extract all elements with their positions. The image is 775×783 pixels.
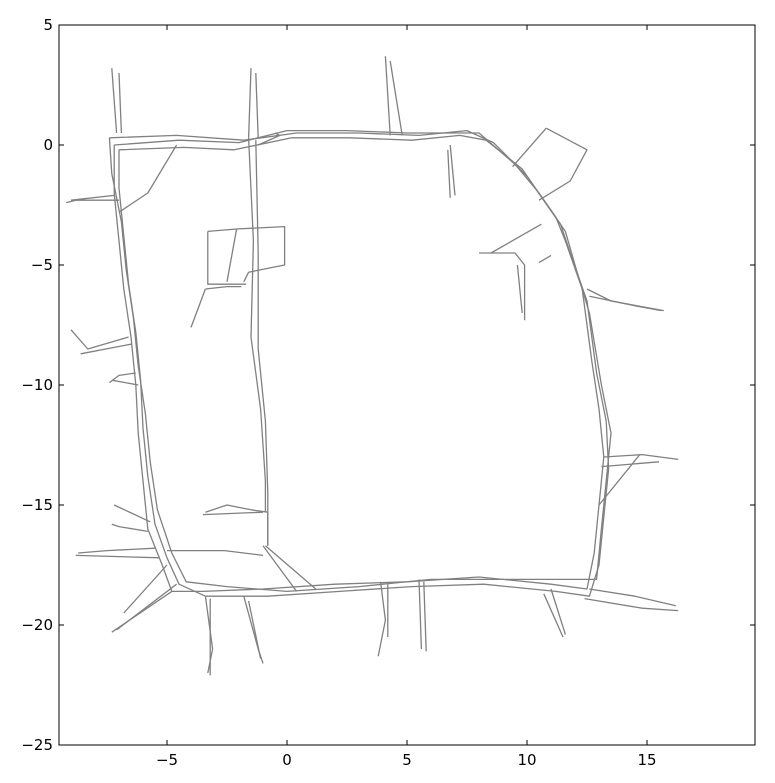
trajectory-segment-14 <box>490 223 542 254</box>
x-tick-label: 15 <box>637 751 656 769</box>
trajectory-segment-58 <box>257 132 281 146</box>
trajectory-segment-37 <box>111 523 148 533</box>
trajectory-segment-45 <box>118 144 178 213</box>
x-tick-label: −5 <box>156 751 178 769</box>
trajectory-segment-57 <box>255 140 269 546</box>
y-tick-label: −25 <box>21 736 53 754</box>
y-tick-label: −20 <box>21 616 53 634</box>
trajectory-segment-39 <box>111 379 139 386</box>
trajectory-segment-52 <box>202 511 264 516</box>
trajectory-segment-11 <box>479 252 526 321</box>
trajectory-segment-21 <box>584 597 679 612</box>
trajectory-segment-23 <box>550 588 567 635</box>
trajectory-segment-20 <box>589 588 676 607</box>
trajectory-segment-8 <box>389 60 403 136</box>
trajectory-segment-18 <box>601 461 660 468</box>
y-axis: 5 0 −5 −10 −15 −20 −25 <box>21 16 755 754</box>
trajectory-segment-5 <box>247 68 252 138</box>
trajectory-segment-49 <box>190 288 207 328</box>
trajectory-segment-44 <box>70 194 115 201</box>
trajectory-segment-19 <box>598 454 641 506</box>
trajectory-segment-6 <box>255 72 259 138</box>
trajectory-segment-9 <box>538 127 588 201</box>
x-tick-label: 5 <box>402 751 412 769</box>
trajectory-segment-55 <box>262 545 298 592</box>
x-axis: −5 0 5 10 15 <box>156 25 657 769</box>
trajectory-segment-48 <box>226 228 238 282</box>
trajectory-segment-38 <box>113 504 151 523</box>
trajectory-segment-50 <box>205 285 242 290</box>
trajectory-segment-16 <box>589 295 662 312</box>
trajectory-segment-17 <box>603 453 679 461</box>
trajectory-segment-33 <box>116 583 177 631</box>
trajectory-segment-12 <box>516 264 523 314</box>
trajectory-segment-34 <box>123 564 168 614</box>
trajectory-segment-42 <box>80 343 132 355</box>
trajectory-segment-54 <box>264 545 317 590</box>
trajectory-segment-1 <box>118 134 610 597</box>
trajectory-segment-26 <box>377 581 387 657</box>
trajectory-segment-47 <box>207 231 247 285</box>
data-layer <box>66 56 679 676</box>
trajectory-segment-25 <box>423 581 427 652</box>
x-tick-label: 10 <box>517 751 536 769</box>
trajectory-segment-24 <box>418 579 423 650</box>
trajectory-segment-41 <box>70 329 129 350</box>
trajectory-segment-4 <box>118 72 123 134</box>
trajectory-segment-56 <box>247 137 267 513</box>
y-tick-label: −15 <box>21 496 53 514</box>
y-tick-label: −10 <box>21 376 53 394</box>
trajectory-segment-10 <box>512 127 547 168</box>
trajectory-segment-22 <box>543 593 564 638</box>
trajectory-segment-3 <box>111 68 118 134</box>
y-tick-label: −5 <box>31 256 53 274</box>
trajectory-segment-53 <box>167 549 264 557</box>
trajectory-segment-35 <box>75 554 160 559</box>
trajectory-segment-60 <box>447 149 451 198</box>
trajectory-segment-36 <box>78 547 156 554</box>
y-tick-label: 0 <box>43 136 53 154</box>
trajectory-segment-29 <box>204 596 214 674</box>
y-tick-label: 5 <box>43 16 53 34</box>
trajectory-segment-7 <box>384 56 391 136</box>
trajectory-segment-59 <box>449 144 456 196</box>
trajectory-segment-13 <box>538 254 552 264</box>
x-tick-label: 0 <box>282 751 292 769</box>
trajectory-segment-2 <box>108 129 612 593</box>
trajectory-segment-31 <box>247 600 262 659</box>
trajectory-segment-40 <box>109 372 136 384</box>
